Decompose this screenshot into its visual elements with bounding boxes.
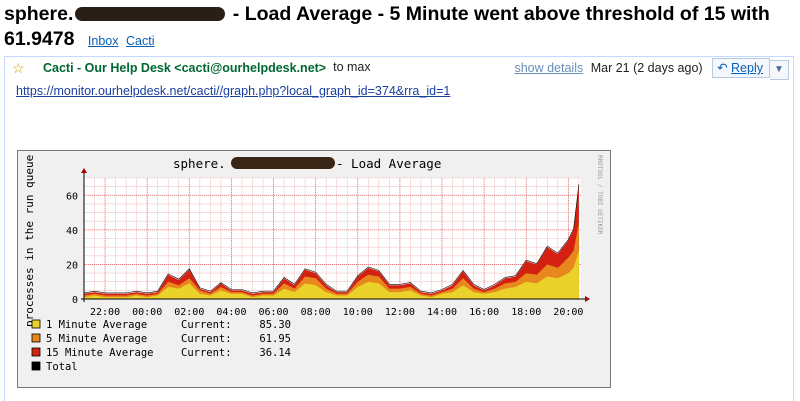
x-tick-label: 18:00	[511, 307, 541, 318]
subject-prefix: sphere.	[4, 3, 74, 25]
chart-title: sphere. - Load Average	[173, 156, 441, 171]
message-date: Mar 21 (2 days ago)	[590, 61, 703, 75]
x-tick-label: 16:00	[469, 307, 499, 318]
x-tick-label: 06:00	[258, 307, 288, 318]
y-axis-arrow	[81, 168, 87, 173]
total-line	[83, 184, 580, 294]
y-tick-label: 0	[72, 295, 78, 306]
chart-legend: 1 Minute Average Current: 85.30 5 Minute Av…	[31, 319, 291, 373]
load-average-graph: sphere. - Load Average processes in the …	[17, 150, 611, 388]
area-series-0	[84, 250, 579, 299]
x-tick-label: 10:00	[343, 307, 373, 318]
legend-swatch	[31, 319, 41, 329]
legend-current-value: 61.95	[259, 333, 291, 345]
sender-name[interactable]: Cacti - Our Help Desk <cacti@ourhelpdesk…	[43, 61, 327, 75]
y-tick-label: 20	[66, 260, 78, 271]
label-list: Inbox Cacti	[88, 34, 159, 48]
redacted-hostname	[75, 7, 226, 21]
legend-current-label: Current:	[181, 319, 232, 331]
show-details-link[interactable]: show details	[514, 61, 584, 75]
reply-arrow-icon: ↶	[717, 61, 728, 75]
x-tick-label: 02:00	[174, 307, 204, 318]
legend-series-name: 1 Minute Average	[46, 319, 147, 331]
email-subject: sphere. - Load Average - 5 Minute went a…	[4, 2, 796, 54]
legend-current-label: Current:	[181, 333, 232, 345]
x-tick-label: 00:00	[132, 307, 162, 318]
label-cacti[interactable]: Cacti	[126, 34, 155, 48]
y-tick-label: 60	[66, 191, 78, 202]
legend-swatch	[31, 361, 41, 371]
y-axis-label: processes in the run queue	[23, 155, 36, 327]
chart-svg: sphere. - Load Average processes in the …	[23, 155, 603, 373]
legend-series-name: 5 Minute Average	[46, 333, 147, 345]
x-tick-label: 22:00	[90, 307, 120, 318]
x-tick-label: 14:00	[427, 307, 457, 318]
legend-swatch	[31, 333, 41, 343]
chart-title-suffix: - Load Average	[336, 156, 441, 171]
legend-swatch	[31, 347, 41, 357]
chart-title-redaction	[231, 157, 335, 169]
legend-series-name: 15 Minute Average	[46, 347, 153, 359]
legend-current-value: 36.14	[259, 347, 291, 359]
reply-button[interactable]: ↶ Reply	[712, 58, 770, 78]
reply-label: Reply	[731, 61, 763, 75]
subject-suffix: - Load Average - 5 Minute went above thr…	[4, 3, 770, 50]
x-tick-label: 20:00	[553, 307, 583, 318]
legend-series-name: Total	[46, 361, 78, 373]
graph-link[interactable]: https://monitor.ourhelpdesk.net/cacti//g…	[16, 84, 451, 98]
rrdtool-watermark: RRDTOOL / TOBI OETIKER	[596, 155, 603, 235]
x-tick-label: 12:00	[385, 307, 415, 318]
chart-title-prefix: sphere.	[173, 156, 226, 171]
dropdown-arrow-icon[interactable]: ▼	[770, 60, 789, 80]
x-tick-label: 04:00	[216, 307, 246, 318]
recipient-text: to max	[333, 60, 371, 74]
legend-current-label: Current:	[181, 347, 232, 359]
plot-area: 0 20 40 60 22:00 00:00 02:00 04:00 06:00 08:00 10:…	[66, 168, 590, 318]
star-icon[interactable]: ☆	[12, 60, 25, 76]
x-axis-arrow	[585, 296, 590, 302]
legend-current-value: 85.30	[259, 319, 291, 331]
message-header: ☆ Cacti - Our Help Desk <cacti@ourhelpde…	[5, 57, 793, 80]
x-tick-label: 08:00	[301, 307, 331, 318]
y-tick-label: 40	[66, 226, 78, 237]
label-inbox[interactable]: Inbox	[87, 34, 119, 48]
header-actions: show details Mar 21 (2 days ago) ↶ Reply…	[514, 57, 789, 80]
